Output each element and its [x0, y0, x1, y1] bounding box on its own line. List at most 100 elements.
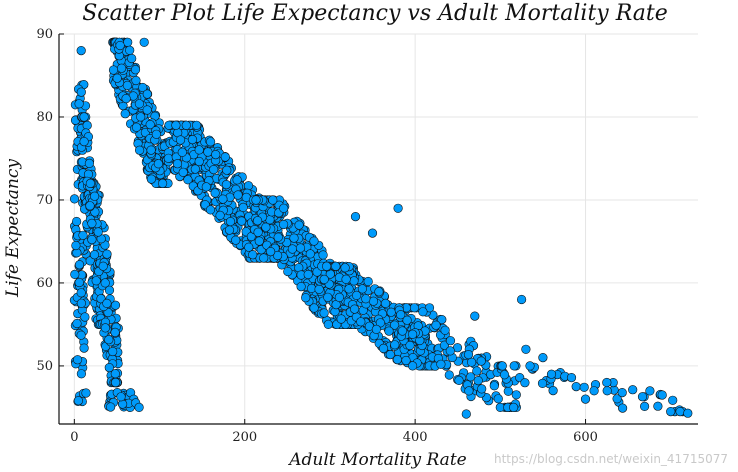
data-point — [145, 119, 155, 130]
gridlines — [59, 33, 698, 424]
data-point — [220, 152, 230, 162]
data-point — [201, 182, 211, 192]
data-point — [305, 249, 315, 259]
data-point — [116, 392, 126, 402]
data-point — [409, 303, 419, 313]
data-point — [445, 336, 456, 346]
data-point — [177, 147, 187, 157]
data-point — [89, 191, 100, 201]
data-point — [319, 308, 329, 318]
data-point — [244, 242, 254, 252]
data-point — [254, 236, 264, 246]
data-point — [314, 284, 324, 294]
data-point — [130, 65, 141, 75]
data-point — [279, 203, 289, 213]
data-point — [617, 388, 627, 398]
data-point — [80, 312, 90, 322]
data-point — [181, 120, 191, 130]
data-point — [440, 325, 450, 335]
data-point — [102, 249, 112, 259]
data-point — [74, 277, 84, 288]
data-point — [142, 89, 152, 99]
chart-title: Scatter Plot Life Expectancy vs Adult Mo… — [82, 1, 668, 26]
data-point — [683, 408, 693, 418]
data-point — [87, 218, 97, 228]
data-point — [666, 407, 676, 417]
x-tick-label: 200 — [232, 430, 257, 445]
data-point — [357, 284, 368, 294]
data-point — [493, 394, 503, 404]
data-point — [175, 135, 186, 145]
data-point — [503, 386, 513, 396]
data-point — [356, 317, 366, 327]
data-point — [259, 253, 269, 263]
data-point — [158, 178, 168, 188]
x-tick-label: 400 — [403, 430, 428, 445]
data-point — [349, 276, 359, 286]
data-point — [472, 366, 482, 376]
data-point — [289, 233, 299, 243]
data-point — [127, 53, 137, 64]
data-point — [253, 216, 263, 226]
x-tick-label: 600 — [573, 430, 598, 445]
data-point — [76, 298, 86, 308]
data-point — [209, 165, 219, 175]
data-point — [318, 250, 328, 260]
axes — [58, 34, 698, 425]
data-point — [418, 307, 428, 317]
data-point — [146, 145, 156, 155]
data-point — [397, 326, 408, 336]
y-tick-label: 80 — [36, 110, 53, 125]
x-axis-label: Adult Mortality Rate — [287, 450, 466, 470]
data-point — [350, 212, 361, 222]
data-point — [390, 320, 400, 330]
data-point — [537, 378, 548, 389]
data-point — [466, 372, 476, 382]
data-point — [602, 386, 612, 396]
data-point — [85, 201, 95, 211]
data-point — [566, 373, 577, 383]
data-point — [548, 386, 558, 396]
data-point — [628, 385, 638, 395]
data-point — [571, 382, 581, 392]
data-point — [473, 376, 483, 386]
data-point — [203, 147, 213, 157]
data-point — [125, 45, 135, 55]
data-point — [72, 355, 83, 365]
data-point — [461, 409, 471, 419]
data-point — [120, 109, 130, 119]
data-point — [134, 402, 144, 413]
data-point — [74, 260, 85, 270]
data-point — [91, 276, 101, 286]
data-point — [283, 266, 293, 277]
data-point — [122, 80, 132, 90]
y-axis-label: Life Expectancy — [3, 159, 23, 298]
data-point — [135, 145, 145, 155]
data-point — [295, 243, 306, 253]
data-point — [273, 250, 283, 261]
data-point — [489, 381, 499, 391]
data-point — [273, 232, 283, 242]
data-point — [279, 219, 289, 230]
data-point — [668, 395, 678, 405]
data-point — [76, 45, 86, 56]
data-point — [344, 284, 354, 294]
data-point — [69, 194, 80, 204]
data-point — [79, 343, 89, 353]
data-point — [79, 137, 89, 147]
data-point — [437, 315, 447, 325]
data-point — [187, 135, 198, 145]
data-point — [538, 353, 548, 363]
data-point — [294, 220, 304, 230]
y-tick-label: 70 — [36, 193, 53, 208]
y-ticks: 50 60 70 80 90 — [36, 27, 64, 374]
data-point — [131, 75, 141, 86]
data-point — [232, 175, 242, 185]
data-point — [138, 82, 148, 93]
data-point — [401, 355, 411, 366]
data-point — [248, 250, 258, 260]
data-point — [76, 369, 86, 379]
data-point — [445, 346, 455, 356]
